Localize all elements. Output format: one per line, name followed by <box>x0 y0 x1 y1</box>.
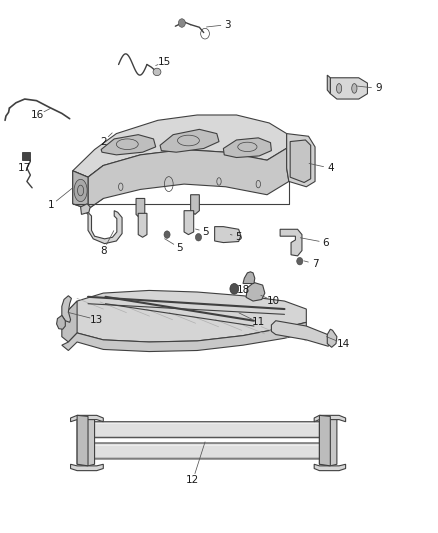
Text: 7: 7 <box>312 259 318 269</box>
Polygon shape <box>280 229 302 256</box>
Polygon shape <box>272 321 332 346</box>
Polygon shape <box>287 134 315 187</box>
Polygon shape <box>327 75 330 94</box>
Polygon shape <box>160 130 219 152</box>
Bar <box>21 152 30 160</box>
Circle shape <box>195 233 201 241</box>
Text: 12: 12 <box>186 475 199 485</box>
Text: 2: 2 <box>100 136 106 147</box>
Polygon shape <box>81 211 122 244</box>
Text: 17: 17 <box>18 163 32 173</box>
Polygon shape <box>290 140 311 182</box>
Ellipse shape <box>74 179 87 201</box>
Ellipse shape <box>336 84 342 93</box>
Circle shape <box>297 257 303 265</box>
Polygon shape <box>88 443 326 459</box>
Ellipse shape <box>153 68 161 76</box>
Polygon shape <box>314 464 346 471</box>
Polygon shape <box>314 415 346 422</box>
Polygon shape <box>73 115 289 177</box>
Polygon shape <box>71 464 103 471</box>
Polygon shape <box>88 147 289 209</box>
Polygon shape <box>319 415 330 466</box>
Polygon shape <box>101 135 155 155</box>
Circle shape <box>178 19 185 27</box>
Polygon shape <box>223 138 272 158</box>
Text: 3: 3 <box>224 20 231 30</box>
Text: 5: 5 <box>203 227 209 237</box>
Polygon shape <box>73 171 88 209</box>
Text: 5: 5 <box>235 232 242 243</box>
Polygon shape <box>62 301 77 342</box>
Circle shape <box>164 231 170 238</box>
Polygon shape <box>88 422 326 438</box>
Text: 1: 1 <box>48 200 54 211</box>
Polygon shape <box>73 165 103 209</box>
Text: 18: 18 <box>237 286 250 295</box>
Polygon shape <box>71 415 103 422</box>
Polygon shape <box>62 296 71 322</box>
Polygon shape <box>62 322 306 352</box>
Text: 6: 6 <box>323 238 329 247</box>
Polygon shape <box>287 134 289 181</box>
Text: 15: 15 <box>158 57 171 67</box>
Polygon shape <box>327 329 337 348</box>
Ellipse shape <box>352 84 357 93</box>
Text: 16: 16 <box>31 110 44 120</box>
Polygon shape <box>246 282 265 301</box>
Polygon shape <box>330 78 367 99</box>
Text: 5: 5 <box>177 243 183 253</box>
Polygon shape <box>77 416 95 466</box>
Polygon shape <box>138 213 147 237</box>
Polygon shape <box>184 211 194 235</box>
Polygon shape <box>136 198 145 219</box>
Text: 8: 8 <box>100 246 106 255</box>
Text: 10: 10 <box>267 296 280 306</box>
Polygon shape <box>81 204 90 214</box>
Text: 9: 9 <box>375 83 381 93</box>
Text: 14: 14 <box>337 338 350 349</box>
Polygon shape <box>77 415 88 466</box>
Polygon shape <box>57 316 65 329</box>
Polygon shape <box>215 227 241 243</box>
Polygon shape <box>243 272 255 284</box>
Polygon shape <box>68 290 306 342</box>
Polygon shape <box>191 195 199 214</box>
Circle shape <box>230 284 239 294</box>
Text: 11: 11 <box>252 317 265 327</box>
Text: 13: 13 <box>90 314 103 325</box>
Text: 4: 4 <box>327 163 334 173</box>
Polygon shape <box>319 416 337 466</box>
